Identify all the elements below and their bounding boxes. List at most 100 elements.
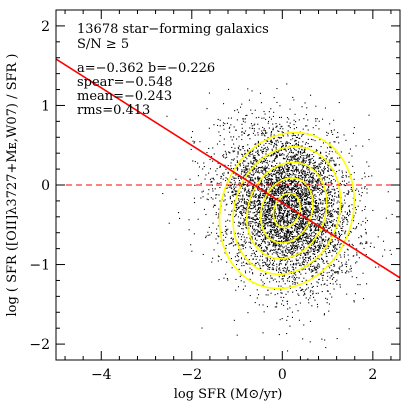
scatter-point (303, 246, 305, 248)
scatter-point (268, 268, 270, 270)
scatter-point (270, 133, 272, 135)
scatter-point (316, 150, 318, 152)
scatter-point (262, 281, 264, 283)
scatter-point (242, 147, 244, 149)
scatter-point (304, 213, 306, 215)
scatter-point (276, 191, 278, 193)
scatter-point (269, 225, 271, 227)
scatter-point (328, 159, 330, 161)
scatter-point (202, 196, 204, 198)
scatter-point (293, 236, 295, 238)
scatter-point (293, 178, 295, 180)
scatter-point (324, 211, 326, 213)
scatter-point (334, 164, 336, 166)
scatter-point (288, 234, 290, 236)
scatter-point (262, 215, 264, 217)
scatter-point (268, 178, 270, 180)
scatter-point (289, 143, 291, 145)
scatter-point (275, 190, 277, 192)
scatter-point (338, 194, 340, 196)
scatter-point (328, 174, 330, 176)
scatter-point (223, 239, 225, 241)
scatter-point (310, 235, 312, 237)
scatter-point (272, 115, 274, 117)
scatter-point (253, 130, 255, 132)
scatter-point (257, 225, 259, 227)
scatter-point (223, 156, 225, 158)
scatter-point (297, 203, 299, 205)
scatter-point (313, 162, 315, 164)
scatter-point (209, 234, 211, 236)
scatter-point (251, 231, 253, 233)
scatter-point (308, 156, 310, 158)
scatter-point (295, 267, 297, 269)
scatter-point (342, 174, 344, 176)
scatter-point (205, 214, 207, 216)
scatter-point (273, 203, 275, 205)
scatter-point (294, 158, 296, 160)
scatter-point (314, 236, 316, 238)
scatter-point (267, 241, 269, 243)
scatter-point (298, 192, 300, 194)
scatter-point (292, 156, 294, 158)
scatter-point (331, 249, 333, 251)
scatter-point (249, 180, 251, 182)
scatter-point (261, 181, 263, 183)
scatter-point (272, 189, 274, 191)
scatter-point (302, 152, 304, 154)
scatter-point (308, 268, 310, 270)
scatter-point (317, 204, 319, 206)
scatter-point (271, 148, 273, 150)
scatter-point (223, 154, 225, 156)
scatter-point (346, 213, 348, 215)
scatter-point (363, 247, 365, 249)
scatter-point (321, 193, 323, 195)
scatter-point (273, 242, 275, 244)
scatter-point (284, 233, 286, 235)
scatter-point (246, 204, 248, 206)
scatter-point (276, 180, 278, 182)
scatter-point (270, 199, 272, 201)
scatter-point (319, 245, 321, 247)
scatter-point (244, 160, 246, 162)
scatter-point (289, 287, 291, 289)
scatter-point (212, 188, 214, 190)
scatter-point (332, 283, 334, 285)
scatter-point (335, 245, 337, 247)
scatter-point (272, 218, 274, 220)
scatter-point (242, 224, 244, 226)
scatter-point (296, 202, 298, 204)
scatter-point (259, 206, 261, 208)
scatter-point (268, 200, 270, 202)
scatter-point (302, 197, 304, 199)
scatter-point (213, 179, 215, 181)
scatter-point (282, 132, 284, 134)
scatter-point (225, 273, 227, 275)
scatter-point (283, 296, 285, 298)
scatter-point (273, 137, 275, 139)
scatter-point (291, 242, 293, 244)
scatter-point (245, 201, 247, 203)
scatter-point (288, 179, 290, 181)
scatter-point (391, 213, 393, 215)
scatter-point (276, 263, 278, 265)
scatter-point (273, 182, 275, 184)
scatter-point (282, 221, 284, 223)
scatter-point (285, 186, 287, 188)
scatter-point (282, 228, 284, 230)
scatter-point (266, 155, 268, 157)
scatter-point (337, 200, 339, 202)
scatter-point (279, 204, 281, 206)
scatter-point (277, 189, 279, 191)
scatter-point (279, 154, 281, 156)
scatter-point (310, 241, 312, 243)
scatter-point (293, 158, 295, 160)
scatter-point (327, 200, 329, 202)
scatter-point (301, 145, 303, 147)
scatter-point (259, 220, 261, 222)
scatter-point (254, 237, 256, 239)
scatter-point (318, 209, 320, 211)
scatter-point (280, 285, 282, 287)
scatter-point (304, 179, 306, 181)
scatter-point (237, 286, 239, 288)
